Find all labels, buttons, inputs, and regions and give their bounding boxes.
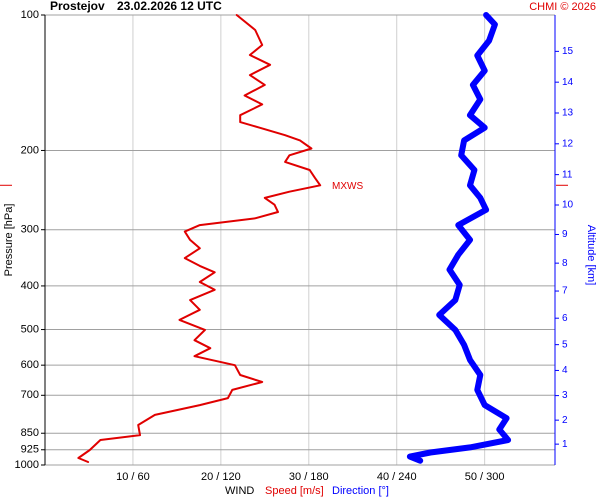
y2-tick-label: 7 <box>562 286 568 297</box>
y-tick-label: 925 <box>21 444 39 456</box>
y-axis-label: Pressure [hPa] <box>3 204 15 277</box>
y2-tick-label: 9 <box>562 229 568 240</box>
y2-tick-label: 13 <box>562 108 574 119</box>
legend-label: Speed [m/s] <box>265 485 324 497</box>
y2-tick-label: 2 <box>562 415 568 426</box>
y-tick-label: 700 <box>21 389 39 401</box>
y2-tick-label: 8 <box>562 258 568 269</box>
y2-tick-label: 15 <box>562 46 574 57</box>
chart-title: Prostejov <box>50 0 105 13</box>
y-tick-label: 200 <box>21 144 39 156</box>
series-line <box>406 12 512 464</box>
x-tick-label: 30 / 180 <box>289 471 329 483</box>
y2-tick-label: 11 <box>562 169 573 180</box>
annotation: MXWS <box>332 181 363 192</box>
y-tick-label: 300 <box>21 224 39 236</box>
y2-tick-label: 14 <box>562 77 574 88</box>
y2-tick-label: 5 <box>562 339 568 350</box>
y2-tick-label: 10 <box>562 200 574 211</box>
chart-subtitle: 23.02.2026 12 UTC <box>117 0 222 13</box>
legend-label: Direction [°] <box>332 485 389 497</box>
y-tick-label: 100 <box>21 9 39 21</box>
series-line <box>77 14 322 463</box>
y-tick-label: 850 <box>21 427 39 439</box>
x-tick-label: 20 / 120 <box>201 471 241 483</box>
x-tick-label: 50 / 300 <box>465 471 505 483</box>
x-tick-label: 40 / 240 <box>377 471 417 483</box>
x-tick-label: 10 / 60 <box>116 471 150 483</box>
y2-axis-label: Altitude [km] <box>585 225 597 286</box>
y2-tick-label: 6 <box>562 313 568 324</box>
legend-title: WIND <box>225 485 254 497</box>
y-tick-label: 400 <box>21 280 39 292</box>
y2-tick-label: 12 <box>562 138 574 149</box>
y2-tick-label: 3 <box>562 390 568 401</box>
y-tick-label: 500 <box>21 323 39 335</box>
y-tick-label: 1000 <box>15 459 39 471</box>
y2-tick-label: 1 <box>562 439 568 450</box>
credit: CHMI © 2026 <box>529 1 596 13</box>
y2-tick-label: 4 <box>562 365 568 376</box>
y-tick-label: 600 <box>21 359 39 371</box>
